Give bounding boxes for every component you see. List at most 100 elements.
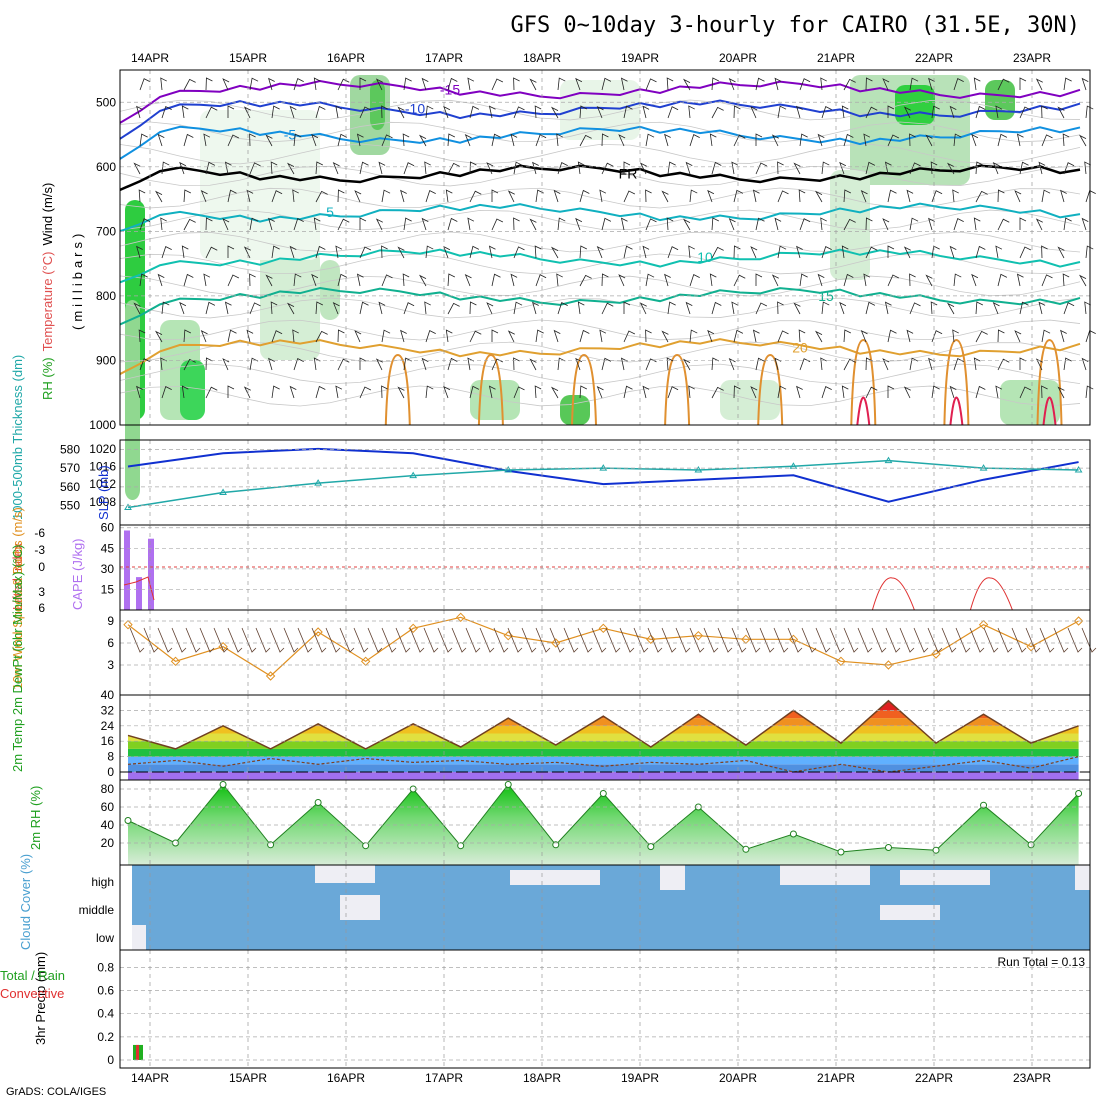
wind-barb: [447, 217, 458, 231]
wind-barb: [354, 190, 362, 203]
wind-speed-point: [313, 627, 323, 637]
wind-barb: [955, 627, 971, 653]
date-label-bottom: 17APR: [425, 1071, 463, 1085]
wind-barb: [750, 106, 758, 119]
wind-barb: [661, 190, 669, 203]
wind-barb: [205, 161, 216, 175]
wind-barb: [755, 273, 763, 286]
cloud-gap: [1075, 865, 1090, 890]
wind-barb: [863, 133, 871, 147]
wind-barb: [752, 189, 760, 203]
wind-barb: [161, 246, 172, 259]
wind-barb: [1053, 627, 1069, 653]
wind-speed-point: [931, 649, 941, 659]
wind-barb: [909, 162, 921, 175]
wind-barb: [666, 217, 674, 231]
date-label-bottom: 19APR: [621, 1071, 659, 1085]
wind-barb: [136, 245, 143, 259]
wind-barb: [154, 330, 163, 343]
wind-barb: [491, 358, 504, 371]
wind-barb: [995, 385, 1003, 399]
wind-barb: [814, 190, 823, 203]
wind-barb: [532, 301, 539, 315]
wind-barb: [711, 386, 724, 399]
tick-label: 30: [101, 562, 115, 576]
wind-barb: [799, 78, 811, 91]
wind-barb: [745, 627, 761, 653]
wind-barb: [829, 627, 845, 653]
wind-barb: [642, 105, 650, 119]
wind-barb: [579, 274, 592, 287]
wind-barb: [534, 385, 542, 399]
rh-point: [124, 817, 132, 824]
wind-barb: [1038, 161, 1046, 175]
dewpt-line: [127, 756, 1079, 773]
wind-barb: [1063, 217, 1072, 231]
isotherm-line: [119, 338, 1081, 375]
wind-barb: [447, 77, 458, 91]
wind-barb: [843, 133, 854, 147]
wind-barb: [171, 627, 187, 653]
wind-barb: [425, 385, 434, 399]
wind-barb: [403, 217, 412, 231]
wind-barb: [865, 246, 878, 259]
wind-barb: [620, 77, 628, 91]
wind-barb: [553, 189, 561, 203]
wind-barb: [777, 190, 789, 203]
wind-barb: [227, 245, 235, 258]
isotherm-loop-hot: [1042, 396, 1057, 426]
wind-barb: [971, 133, 979, 147]
tick-label: 60: [101, 800, 115, 814]
wind-barb: [179, 161, 187, 175]
wind-barb: [887, 189, 897, 203]
wind-barb: [293, 218, 304, 231]
wind-barb: [271, 105, 280, 119]
date-label-bottom: 14APR: [131, 1071, 169, 1085]
tick-label: 6: [107, 636, 114, 650]
wind-barb: [421, 77, 429, 91]
rh-shading: [180, 360, 205, 420]
wind-barb: [645, 273, 655, 287]
wind-barb: [801, 627, 817, 653]
wind-barb: [181, 385, 189, 399]
wind-barb: [381, 134, 393, 147]
wind-barb: [946, 162, 955, 175]
wind-barb: [645, 218, 657, 231]
wind-barb: [843, 189, 852, 203]
wind-barb: [313, 77, 321, 91]
wind-barb: [375, 358, 383, 371]
wind-barb: [491, 78, 504, 91]
wind-barb: [359, 217, 367, 230]
wind-barb: [246, 329, 254, 343]
cloud-level-label: high: [91, 875, 114, 889]
wind-barb: [839, 161, 847, 175]
isotherm-label: 15: [818, 288, 834, 304]
wind-barb: [451, 627, 467, 653]
wind-barb: [992, 162, 1000, 175]
temp-band: [128, 772, 1079, 780]
wind-barb: [315, 301, 324, 315]
wind-barb: [941, 627, 957, 653]
wind-barb: [1035, 78, 1043, 91]
wind-barb: [183, 329, 192, 343]
wind-barb: [534, 105, 542, 119]
date-label-top: 17APR: [425, 51, 463, 65]
wind-barb: [493, 627, 509, 653]
gray-contour: [119, 253, 1081, 275]
wind-barb: [1084, 161, 1091, 175]
wind-barb: [1081, 77, 1089, 91]
wind-barb: [777, 330, 789, 343]
wind-barb: [421, 217, 429, 231]
wind-barb: [887, 245, 895, 258]
tick-label: 60: [101, 521, 115, 535]
wind-barb: [575, 217, 583, 231]
wind-barb: [183, 78, 196, 91]
tick-label: 900: [96, 353, 116, 367]
wind-barb: [645, 358, 657, 371]
thickness-point: [219, 488, 227, 495]
cloud-level-label: middle: [79, 903, 115, 917]
gray-contour: [119, 209, 1081, 231]
wind-barb: [645, 329, 652, 343]
wind-barb: [400, 329, 407, 343]
